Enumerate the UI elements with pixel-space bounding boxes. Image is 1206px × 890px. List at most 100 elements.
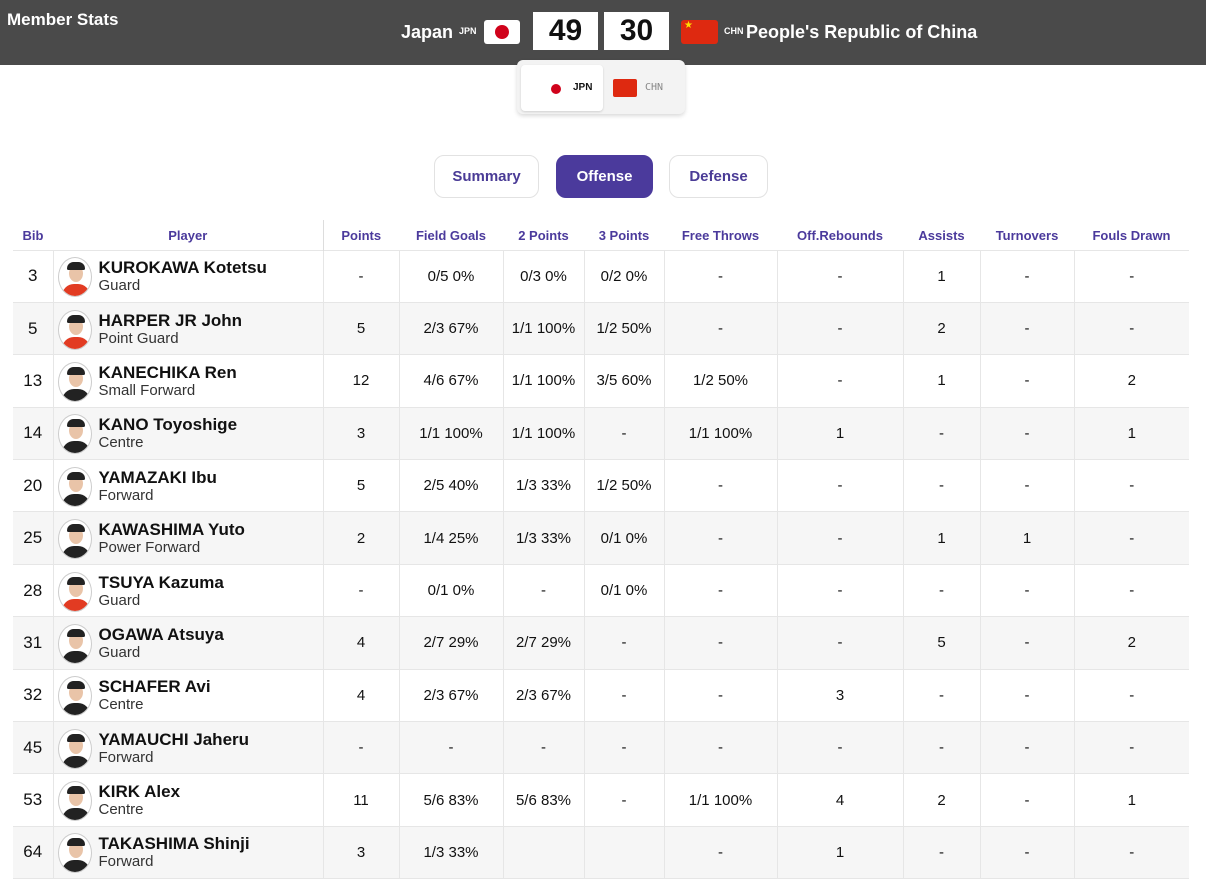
points-cell: 5 <box>322 459 399 512</box>
player-cell[interactable]: YAMAZAKI Ibu Forward <box>52 459 323 512</box>
header-off-rebounds[interactable]: Off.Rebounds <box>797 227 883 243</box>
points-cell: 3 <box>322 825 399 880</box>
2-points-cell: 1/1 100% <box>502 406 584 460</box>
header-player[interactable]: Player <box>168 227 208 243</box>
off-rebounds-cell: - <box>776 354 903 408</box>
off-rebounds-cell: - <box>776 459 903 512</box>
player-cell[interactable]: SCHAFER Avi Centre <box>52 668 323 722</box>
table-row[interactable]: 64 TAKASHIMA Shinji Forward 3 1/3 33% -1- -… <box>13 825 1189 880</box>
china-flag-icon: ★ <box>681 20 718 44</box>
header-points[interactable]: Points <box>322 220 399 250</box>
player-name[interactable]: OGAWA Atsuya <box>98 624 224 644</box>
field-goals-cell: 2/5 40% <box>398 459 503 512</box>
points-cell: 12 <box>322 354 399 408</box>
off-rebounds-cell: - <box>776 563 903 617</box>
player-cell[interactable]: YAMAUCHI Jaheru Forward <box>52 721 323 774</box>
player-name[interactable]: SCHAFER Avi <box>98 677 211 697</box>
header-3-points[interactable]: 3 Points <box>598 227 650 243</box>
bib-cell: 45 <box>13 721 53 774</box>
table-row[interactable]: 3 KUROKAWA Kotetsu Guard -0/5 0% 0/3 0% 0/… <box>13 249 1189 303</box>
player-position: Power Forward <box>98 539 201 557</box>
player-cell[interactable]: KAWASHIMA Yuto Power Forward <box>52 511 323 565</box>
2-points-cell: - <box>502 721 584 774</box>
2-points-cell <box>502 825 584 880</box>
player-position: Guard <box>98 643 141 661</box>
player-name[interactable]: KUROKAWA Kotetsu <box>98 258 267 278</box>
header-2-points[interactable]: 2 Points <box>518 227 569 243</box>
player-position: Small Forward <box>98 381 196 399</box>
free-throws-cell: - <box>663 563 777 617</box>
player-name[interactable]: HARPER JR John <box>98 310 243 330</box>
2-points-cell: 1/3 33% <box>502 511 584 565</box>
header-turnovers[interactable]: Turnovers <box>995 227 1059 243</box>
table-row[interactable]: 5 HARPER JR John Point Guard 5 2/3 67% 1/1… <box>13 301 1189 355</box>
3-points-cell: 0/2 0% <box>583 249 664 303</box>
table-row[interactable]: 28 TSUYA Kazuma Guard -0/1 0% -0/1 0% - - - -… <box>13 563 1189 617</box>
header-bib[interactable]: Bib <box>22 227 44 243</box>
3-points-cell: 1/2 50% <box>583 301 664 355</box>
off-rebounds-cell: - <box>776 511 903 565</box>
header-fouls-drawn[interactable]: Fouls Drawn <box>1092 227 1171 243</box>
free-throws-cell: - <box>663 616 777 670</box>
team-switch-chn-label: CHN <box>645 82 664 93</box>
table-row[interactable]: 31 OGAWA Atsuya Guard 4 2/7 29% 2/7 29% - - -… <box>13 616 1189 670</box>
table-row[interactable]: 14 KANO Toyoshige Centre 3 1/1 100% 1/1 10… <box>13 406 1189 460</box>
bib-cell: 5 <box>13 301 53 355</box>
turnovers-cell: - <box>979 773 1074 827</box>
team-switch-jpn[interactable]: JPN <box>521 65 603 111</box>
player-name[interactable]: TAKASHIMA Shinji <box>98 834 250 854</box>
tab-offense[interactable]: Offense <box>556 155 653 198</box>
player-name[interactable]: YAMAZAKI Ibu <box>98 467 217 487</box>
player-name[interactable]: YAMAUCHI Jaheru <box>98 729 250 749</box>
turnovers-cell: - <box>979 825 1074 880</box>
tab-summary[interactable]: Summary <box>434 155 539 198</box>
assists-cell: 1 <box>902 249 980 303</box>
header-assists[interactable]: Assists <box>918 227 965 243</box>
player-cell[interactable]: TAKASHIMA Shinji Forward <box>52 825 323 880</box>
player-cell[interactable]: TSUYA Kazuma Guard <box>52 563 323 617</box>
3-points-cell: 0/1 0% <box>583 511 664 565</box>
player-avatar-icon <box>57 361 92 402</box>
player-cell[interactable]: KANECHIKA Ren Small Forward <box>52 354 323 408</box>
player-cell[interactable]: KANO Toyoshige Centre <box>52 406 323 460</box>
bib-cell: 3 <box>13 249 53 303</box>
player-avatar-icon <box>57 519 92 560</box>
tab-defense[interactable]: Defense <box>669 155 768 198</box>
3-points-cell: 0/1 0% <box>583 563 664 617</box>
player-name[interactable]: KANECHIKA Ren <box>98 362 237 382</box>
fouls-drawn-cell: - <box>1073 459 1189 512</box>
free-throws-cell: 1/1 100% <box>663 406 777 460</box>
table-row[interactable]: 20 YAMAZAKI Ibu Forward 5 2/5 40% 1/3 33% 1… <box>13 459 1189 512</box>
player-name[interactable]: KAWASHIMA Yuto <box>98 520 245 540</box>
assists-cell: - <box>902 825 980 880</box>
free-throws-cell: - <box>663 301 777 355</box>
table-row[interactable]: 25 KAWASHIMA Yuto Power Forward 2 1/4 25%… <box>13 511 1189 565</box>
turnovers-cell: - <box>979 616 1074 670</box>
team-switch: JPN CHN <box>517 60 685 114</box>
table-row[interactable]: 13 KANECHIKA Ren Small Forward 12 4/6 67%… <box>13 354 1189 408</box>
off-rebounds-cell: - <box>776 616 903 670</box>
table-row[interactable]: 32 SCHAFER Avi Centre 4 2/3 67% 2/3 67% - -3… <box>13 668 1189 722</box>
free-throws-cell: - <box>663 249 777 303</box>
field-goals-cell: 1/4 25% <box>398 511 503 565</box>
away-team-abbr: CHN <box>724 26 744 36</box>
player-cell[interactable]: HARPER JR John Point Guard <box>52 301 323 355</box>
player-name[interactable]: KANO Toyoshige <box>98 415 238 435</box>
player-name[interactable]: KIRK Alex <box>98 782 181 802</box>
player-name[interactable]: TSUYA Kazuma <box>98 572 224 592</box>
table-row[interactable]: 53 KIRK Alex Centre 11 5/6 83% 5/6 83% -1/1… <box>13 773 1189 827</box>
header-field-goals[interactable]: Field Goals <box>415 227 487 243</box>
assists-cell: - <box>902 406 980 460</box>
header-free-throws[interactable]: Free Throws <box>681 227 760 243</box>
player-cell[interactable]: KIRK Alex Centre <box>52 773 323 827</box>
turnovers-cell: - <box>979 354 1074 408</box>
player-cell[interactable]: KUROKAWA Kotetsu Guard <box>52 249 323 303</box>
bib-cell: 64 <box>13 825 53 880</box>
turnovers-cell: - <box>979 406 1074 460</box>
player-cell[interactable]: OGAWA Atsuya Guard <box>52 616 323 670</box>
team-switch-chn[interactable]: CHN <box>609 65 691 111</box>
points-cell: - <box>322 721 399 774</box>
table-row[interactable]: 45 YAMAUCHI Jaheru Forward --------- <box>13 721 1189 774</box>
off-rebounds-cell: 1 <box>776 825 903 880</box>
3-points-cell: 1/2 50% <box>583 459 664 512</box>
